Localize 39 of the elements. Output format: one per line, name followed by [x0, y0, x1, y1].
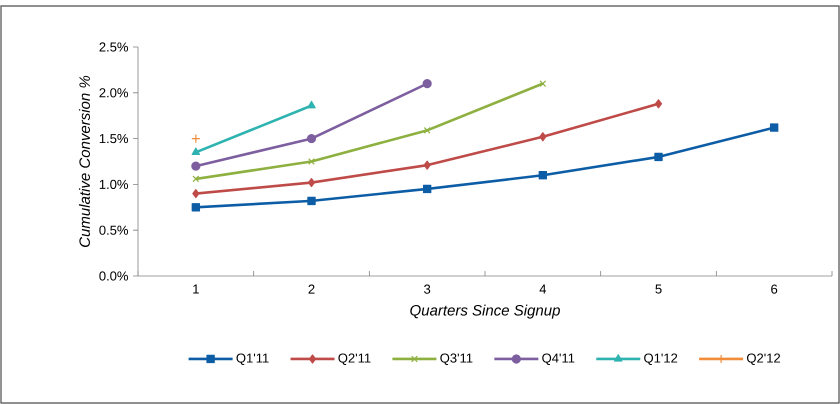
legend-label: Q3'11 — [440, 353, 472, 365]
point — [192, 188, 200, 198]
point — [191, 161, 200, 171]
point — [422, 79, 432, 88]
x-tick-label: 1 — [193, 284, 199, 294]
x-axis-title: Quarters Since Signup — [410, 304, 560, 319]
point — [308, 178, 316, 188]
legend-label: Q4'11 — [542, 353, 574, 365]
x-tick-label: 5 — [655, 284, 662, 294]
point — [192, 203, 200, 212]
point — [424, 126, 431, 134]
legend-label: Q1'12 — [644, 353, 678, 365]
y-axis-title: Cumulative Conversion % — [78, 76, 90, 247]
y-tick-label: 0.0% — [99, 271, 128, 281]
legend-label: Q2'11 — [338, 353, 371, 365]
point — [770, 123, 778, 132]
y-tick-label: 1.5% — [100, 134, 128, 144]
legend-label: Q2'12 — [747, 353, 780, 365]
x-tick-label: 4 — [540, 284, 546, 294]
point — [192, 175, 200, 182]
y-tick-label: 0.5% — [99, 226, 128, 235]
y-tick-label: 2.0% — [99, 88, 128, 98]
x-tick-label: 3 — [424, 284, 430, 294]
x-tick-label: 6 — [771, 284, 778, 294]
point — [424, 160, 431, 170]
point — [539, 80, 546, 88]
legend-label: Q1'11 — [236, 353, 269, 365]
y-tick-label: 2.5% — [99, 42, 128, 52]
x-tick-label: 2 — [308, 284, 314, 294]
point — [191, 134, 200, 144]
point — [654, 152, 663, 162]
point — [654, 99, 662, 108]
point — [422, 184, 432, 194]
point — [307, 196, 316, 206]
y-tick-label: 1.0% — [100, 180, 128, 189]
point — [538, 171, 548, 180]
point — [306, 134, 316, 144]
point — [539, 132, 546, 142]
point — [308, 158, 315, 165]
